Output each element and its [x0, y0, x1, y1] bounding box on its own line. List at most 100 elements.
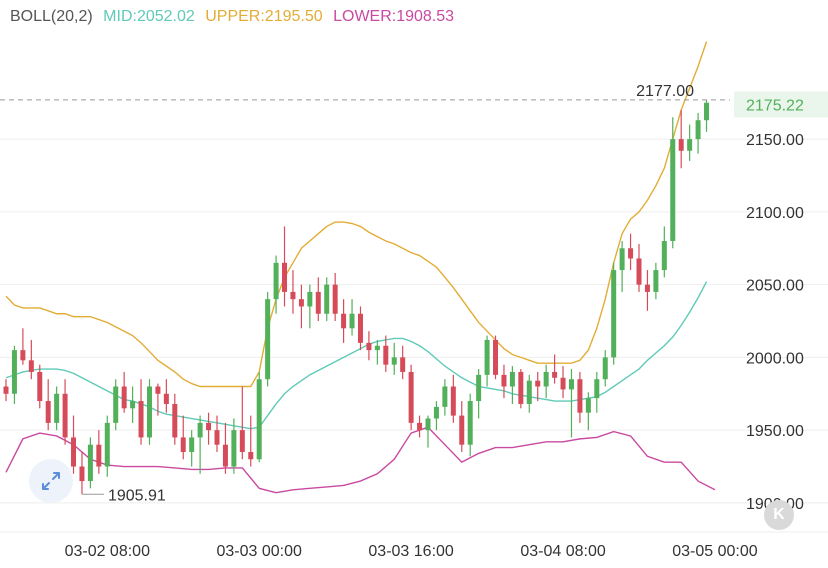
x-tick-label: 03-05 00:00	[672, 543, 758, 560]
candle-body	[180, 437, 186, 452]
candle-body	[383, 345, 389, 365]
candle-body	[62, 393, 68, 438]
candle-body	[678, 139, 684, 151]
x-tick-label: 03-02 08:00	[65, 543, 151, 560]
candle-body	[349, 313, 355, 329]
x-tick-label: 03-03 16:00	[368, 543, 454, 560]
candle-body	[704, 102, 710, 121]
candle-body	[400, 357, 406, 372]
candle-body	[433, 406, 439, 419]
expand-arrows-icon	[42, 472, 60, 490]
legend-name: BOLL(20,2)	[10, 8, 93, 25]
candle-body	[315, 291, 321, 314]
candle-body	[509, 371, 515, 387]
candle-body	[273, 262, 279, 300]
y-tick-label: 2000.00	[746, 350, 804, 367]
candle-body	[231, 430, 237, 467]
candle-body	[3, 386, 9, 394]
y-tick-label: 2100.00	[746, 205, 804, 222]
upper-band-line	[5, 41, 708, 388]
high-marker-label: 2177.00	[636, 83, 694, 100]
candle-body	[543, 371, 549, 387]
candle-body	[96, 444, 102, 467]
candle-body	[484, 339, 490, 375]
candle-body	[442, 386, 448, 407]
candle-body	[146, 386, 152, 438]
candle-body	[163, 393, 169, 404]
expand-button[interactable]	[29, 459, 73, 503]
candle-body	[28, 360, 34, 372]
candle-body	[417, 422, 423, 431]
candle-body	[172, 403, 178, 438]
candle-body	[71, 437, 77, 467]
x-tick-label: 03-03 00:00	[216, 543, 302, 560]
candle-body	[695, 120, 701, 140]
legend-mid: MID:2052.02	[103, 8, 195, 25]
candle-body	[290, 291, 296, 300]
candle-body	[256, 379, 262, 460]
candle-body	[687, 139, 693, 151]
legend-upper: UPPER:2195.50	[205, 8, 323, 25]
candle-body	[670, 139, 676, 241]
candle-body	[45, 401, 51, 423]
candle-body	[552, 371, 558, 378]
candle-body	[20, 350, 26, 361]
candle-body	[282, 262, 288, 292]
candle-body	[332, 284, 338, 314]
candle-body	[374, 345, 380, 351]
last-price-label: 2175.22	[746, 97, 804, 114]
y-tick-label: 2150.00	[746, 132, 804, 149]
candle-body	[391, 357, 397, 365]
candle-body	[239, 430, 245, 452]
candle-body	[130, 401, 136, 409]
boll-legend: BOLL(20,2) MID:2052.02 UPPER:2195.50 LOW…	[10, 8, 460, 26]
candle-body	[189, 437, 195, 452]
candle-body	[37, 371, 43, 402]
candle-body	[661, 240, 667, 271]
candle-body	[11, 350, 17, 394]
legend-lower: LOWER:1908.53	[333, 8, 455, 25]
candle-body	[535, 380, 541, 387]
candle-body	[357, 313, 363, 343]
candle-body	[594, 379, 600, 399]
low-marker-label: 1905.91	[108, 487, 166, 504]
candle-body	[206, 422, 212, 431]
candle-body	[518, 371, 524, 404]
candle-body	[138, 401, 144, 438]
candle-body	[467, 401, 473, 445]
candle-body	[644, 284, 650, 292]
candle-body	[298, 299, 304, 307]
candle-body	[408, 371, 414, 423]
candle-body	[113, 386, 119, 423]
candle-body	[54, 393, 60, 423]
candle-body	[636, 258, 642, 285]
candle-body	[526, 380, 532, 404]
candle-body	[493, 339, 499, 375]
lower-band-line	[5, 426, 716, 494]
candle-body	[87, 444, 93, 482]
candle-body	[577, 379, 583, 413]
k-logo-icon: K	[764, 500, 794, 530]
candle-body	[341, 313, 347, 329]
candle-body	[611, 270, 617, 358]
candle-body	[628, 248, 634, 259]
candle-body	[653, 270, 659, 292]
candle-body	[324, 284, 330, 314]
candle-body	[265, 299, 271, 380]
candle-body	[121, 386, 127, 409]
candle-body	[619, 248, 625, 271]
candle-body	[585, 398, 591, 413]
candle-body	[425, 418, 431, 431]
candle-body	[307, 291, 313, 307]
candle-body	[214, 430, 220, 445]
y-tick-label: 1950.00	[746, 423, 804, 440]
candle-body	[155, 386, 161, 394]
last-price-tag	[734, 91, 828, 118]
y-tick-label: 2050.00	[746, 278, 804, 295]
candle-body	[568, 379, 574, 390]
candle-body	[79, 466, 85, 482]
candle-body	[476, 374, 482, 402]
candle-body	[450, 386, 456, 416]
candle-body	[602, 357, 608, 380]
